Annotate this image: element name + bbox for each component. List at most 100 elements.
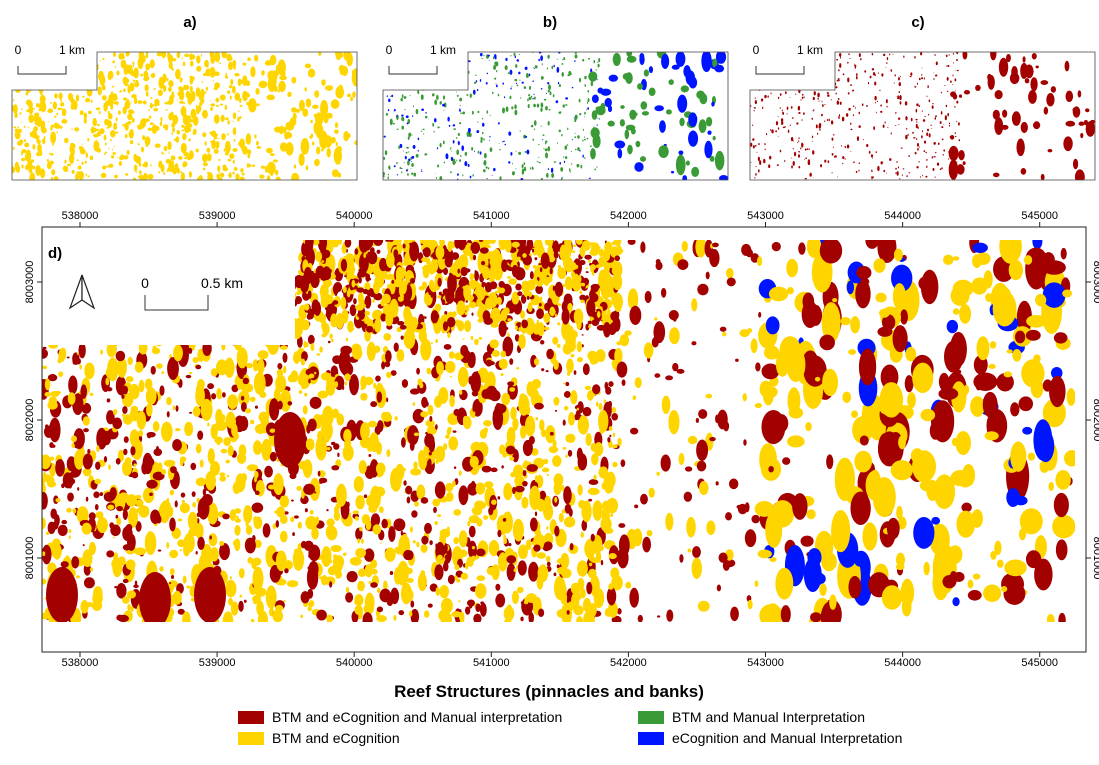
reef-patch	[53, 543, 62, 560]
reef-patch	[1080, 133, 1083, 138]
reef-patch	[196, 477, 207, 486]
reef-patch	[71, 250, 78, 256]
reef-patch	[250, 397, 256, 402]
reef-patch	[334, 129, 339, 134]
reef-patch	[544, 303, 549, 311]
reef-patch	[181, 492, 186, 497]
reef-patch	[437, 147, 438, 149]
reef-patch	[886, 106, 887, 108]
reef-patch	[125, 173, 128, 176]
reef-patch	[835, 155, 837, 157]
reef-patch	[341, 66, 348, 76]
reef-patch	[517, 84, 519, 86]
reef-patch	[470, 176, 472, 179]
reef-patch	[133, 257, 139, 264]
reef-patch	[905, 101, 907, 105]
reef-patch	[944, 85, 945, 86]
reef-patch	[765, 62, 767, 64]
reef-patch	[408, 133, 411, 137]
reef-patch	[778, 97, 779, 99]
reef-patch	[526, 280, 535, 291]
reef-patch	[565, 104, 567, 106]
reef-patch	[898, 124, 899, 125]
reef-patch	[927, 85, 928, 88]
reef-patch	[209, 253, 216, 264]
reef-patch	[456, 160, 457, 162]
reef-patch	[214, 318, 218, 323]
reef-patch	[24, 143, 29, 148]
reef-patch	[394, 342, 399, 351]
reef-patch	[107, 505, 114, 510]
reef-patch	[435, 81, 436, 83]
reef-patch	[79, 88, 80, 89]
reef-patch	[388, 109, 389, 111]
reef-patch	[429, 452, 432, 456]
reef-patch	[953, 94, 958, 100]
reef-patch	[49, 442, 53, 448]
reef-patch	[901, 147, 903, 148]
reef-patch	[381, 361, 385, 369]
reef-patch	[512, 242, 520, 248]
reef-patch	[411, 168, 412, 169]
reef-patch	[422, 129, 424, 130]
reef-patch	[385, 547, 396, 562]
reef-patch	[138, 175, 142, 178]
reef-patch	[442, 104, 445, 107]
reef-patch	[305, 342, 308, 347]
reef-patch	[697, 461, 707, 472]
reef-patch	[145, 136, 151, 145]
reef-patch	[245, 289, 256, 301]
reef-patch	[405, 156, 407, 159]
reef-patch	[152, 124, 157, 134]
reef-patch	[71, 128, 73, 129]
reef-patch	[300, 373, 303, 378]
reef-patch	[464, 161, 467, 166]
reef-patch	[754, 60, 755, 61]
reef-patch	[118, 615, 129, 622]
reef-patch	[134, 311, 138, 317]
reef-patch	[157, 101, 160, 106]
reef-patch	[388, 176, 389, 179]
reef-patch	[627, 145, 633, 155]
reef-patch	[355, 304, 364, 310]
reef-patch	[500, 373, 503, 376]
reef-patch	[333, 555, 344, 568]
reef-patch	[1025, 78, 1030, 83]
reef-patch	[185, 256, 188, 259]
reef-patch	[345, 592, 353, 602]
reef-patch	[570, 171, 571, 172]
reef-patch	[531, 168, 534, 170]
reef-patch	[102, 84, 106, 90]
reef-patch	[649, 66, 653, 73]
reef-patch	[484, 153, 487, 159]
reef-patch	[755, 362, 760, 371]
reef-patch	[524, 167, 526, 172]
reef-patch	[1047, 149, 1052, 152]
reef-patch	[32, 133, 35, 136]
reef-patch	[684, 492, 692, 502]
reef-patch	[554, 161, 556, 163]
reef-patch	[401, 531, 403, 536]
reef-patch	[774, 52, 776, 55]
reef-patch	[403, 261, 409, 266]
reef-patch	[463, 416, 468, 424]
reef-patch	[66, 62, 67, 64]
reef-patch	[409, 95, 410, 96]
reef-patch	[58, 358, 62, 364]
reef-patch	[177, 274, 181, 282]
reef-patch	[452, 311, 457, 317]
reef-patch	[234, 73, 239, 77]
reef-patch	[524, 600, 528, 604]
reef-patch	[918, 276, 932, 290]
reef-patch	[465, 152, 467, 156]
reef-patch	[81, 61, 86, 67]
reef-patch	[364, 319, 373, 325]
reef-patch	[83, 544, 85, 546]
reef-patch	[263, 523, 271, 537]
reef-patch	[592, 272, 595, 276]
reef-patch	[239, 138, 245, 148]
reef-patch	[519, 54, 520, 55]
reef-patch	[55, 459, 65, 477]
reef-patch	[334, 511, 340, 521]
reef-patch	[890, 69, 892, 72]
